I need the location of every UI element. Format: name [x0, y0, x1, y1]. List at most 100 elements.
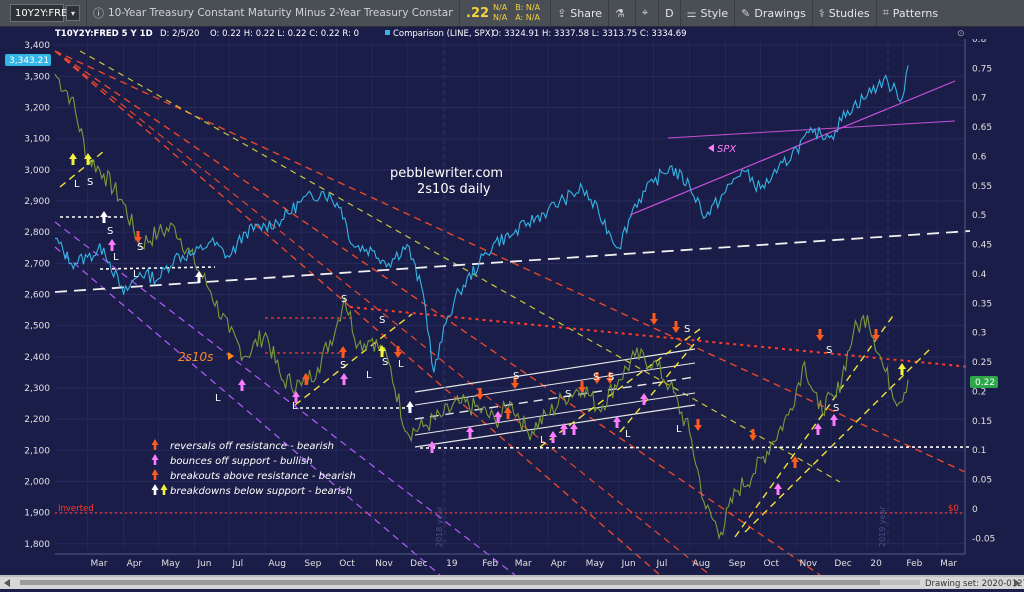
style-button[interactable]: ⚌ Style	[681, 0, 736, 26]
chevron-down-icon[interactable]: ▾	[66, 5, 80, 21]
arrow-marker-up-icon	[340, 373, 348, 385]
right-tick-label: 0.15	[972, 417, 992, 427]
label-inverted: Inverted	[58, 504, 94, 514]
scroll-left-icon[interactable]	[4, 579, 10, 587]
share-label: Share	[570, 6, 603, 20]
scrollbar-thumb[interactable]	[20, 580, 880, 585]
symbol-description: 10-Year Treasury Constant Maturity Minus…	[108, 7, 453, 19]
x-tick-label: Nov	[799, 559, 817, 569]
studies-label: Studies	[828, 6, 870, 20]
channel-line-4[interactable]	[414, 392, 696, 436]
arrow-marker-up-icon	[830, 414, 838, 426]
x-tick-label: Feb	[482, 559, 498, 569]
pointer-spx-icon	[708, 144, 714, 152]
cursor-button[interactable]: ⌖	[636, 0, 660, 26]
channel-line-3[interactable]	[414, 376, 696, 420]
scroll-right-icon[interactable]	[1014, 579, 1020, 587]
left-tick-label: 2,100	[24, 446, 50, 456]
na-values: N/A N/A	[489, 3, 511, 23]
left-tick-label: 1,800	[24, 540, 50, 550]
resistance-dotted[interactable]	[349, 306, 971, 368]
series-line-t10y2y	[54, 73, 909, 541]
cursor-icon: ⌖	[641, 6, 649, 19]
yellow-wedge-1[interactable]	[539, 328, 701, 448]
x-tick-label: Sep	[304, 559, 321, 569]
header-ohlc: O: 0.22 H: 0.22 L: 0.22 C: 0.22 R: 0	[210, 29, 359, 39]
arrow-marker-up-icon	[504, 407, 512, 419]
subtitle-label: 2s10s daily	[417, 182, 491, 197]
signal-letter: S	[137, 242, 143, 253]
axes-layer: 3,400 3,300 3,200 3,100 3,000 2,900 2,800 2,700…	[24, 35, 995, 569]
channel-line-5[interactable]	[414, 404, 696, 448]
spx-current-badge	[5, 54, 51, 66]
label-spx: SPX	[717, 144, 737, 155]
patterns-icon: ⌗	[882, 6, 889, 19]
support-dotted-4[interactable]	[419, 446, 971, 449]
na-value-1: N/A	[493, 3, 508, 12]
yellow-wedge-5[interactable]	[294, 313, 413, 406]
signal-letter: L	[74, 179, 80, 190]
x-tick-label: Mar	[940, 559, 957, 569]
trendline-red-4[interactable]	[54, 50, 711, 576]
symbol-input[interactable]: 10Y2Y:FRED	[10, 4, 75, 22]
spx-channel-lower[interactable]	[629, 80, 956, 216]
left-tick-label: 2,700	[24, 259, 50, 269]
info-icon[interactable]: ⓘ	[93, 7, 104, 20]
arrow-marker-up-icon	[898, 363, 906, 375]
trendline-red-2[interactable]	[54, 50, 821, 576]
trendline-yellow-long[interactable]	[79, 50, 841, 483]
left-tick-label: 2,400	[24, 353, 50, 363]
arrow-marker-up-icon	[406, 401, 414, 413]
pencil-icon: ✎	[741, 6, 751, 20]
yellow-wedge-4[interactable]	[744, 348, 931, 533]
channel-line-1[interactable]	[414, 348, 696, 393]
signal-letter: L	[292, 401, 298, 412]
arrow-marker-down-icon	[578, 381, 586, 393]
left-tick-label: 3,400	[24, 41, 50, 51]
x-tick-label: Apr	[127, 559, 143, 569]
settings-icon[interactable]: ⊙	[957, 29, 965, 39]
signal-letter: S	[340, 360, 346, 371]
yellow-wedge-6[interactable]	[59, 150, 105, 188]
arrow-marker-down-icon	[749, 429, 757, 441]
yellow-wedge-3[interactable]	[734, 312, 896, 538]
x-tick-label: 20	[870, 559, 882, 569]
x-tick-label: Oct	[763, 559, 779, 569]
trendline-red-1[interactable]	[54, 50, 661, 576]
x-tick-label: Dec	[834, 559, 851, 569]
trendline-purple-2[interactable]	[54, 246, 441, 576]
share-button[interactable]: ⇪ Share	[551, 0, 610, 26]
yellow-wedge-2[interactable]	[619, 336, 701, 433]
support-dotted-3[interactable]	[99, 266, 216, 270]
drawings-button[interactable]: ✎ Drawings	[735, 0, 813, 26]
left-tick-label: 3,000	[24, 166, 50, 176]
left-tick-label: 2,600	[24, 291, 50, 301]
legend-item-label: breakouts above resistance - bearish	[170, 471, 356, 482]
bid-label: B: N/A	[515, 3, 541, 12]
interval-button[interactable]: D	[659, 0, 681, 26]
legend-item-label: reversals off resistance - bearish	[170, 441, 334, 452]
interval-label: D	[665, 6, 674, 20]
left-tick-label: 3,100	[24, 135, 50, 145]
trendline-purple-1[interactable]	[54, 221, 516, 576]
channel-line-2[interactable]	[414, 362, 696, 406]
trendline-white-long[interactable]	[54, 230, 971, 293]
legend-arrow-icon	[160, 484, 168, 495]
series-line-spx	[54, 65, 909, 373]
flask-button[interactable]: ⚗	[609, 0, 636, 26]
grid	[55, 39, 965, 550]
patterns-button[interactable]: ⌗ Patterns	[877, 0, 945, 26]
header-cmp-ohlc: O: 3324.91 H: 3337.58 L: 3313.75 C: 3334…	[492, 29, 687, 39]
x-tick-label: Sep	[729, 559, 746, 569]
label-year-2018: 2018 year	[435, 506, 444, 547]
arrow-marker-up-icon	[292, 391, 300, 403]
symbol-selector[interactable]: 10Y2Y:FRED ▾	[0, 0, 87, 26]
drawings-label: Drawings	[754, 6, 806, 20]
x-tick-label: Aug	[693, 559, 711, 569]
left-tick-label: 1,900	[24, 509, 50, 519]
legend-item-label: bounces off support - bullish	[170, 456, 313, 467]
studies-button[interactable]: ⚕ Studies	[813, 0, 877, 26]
